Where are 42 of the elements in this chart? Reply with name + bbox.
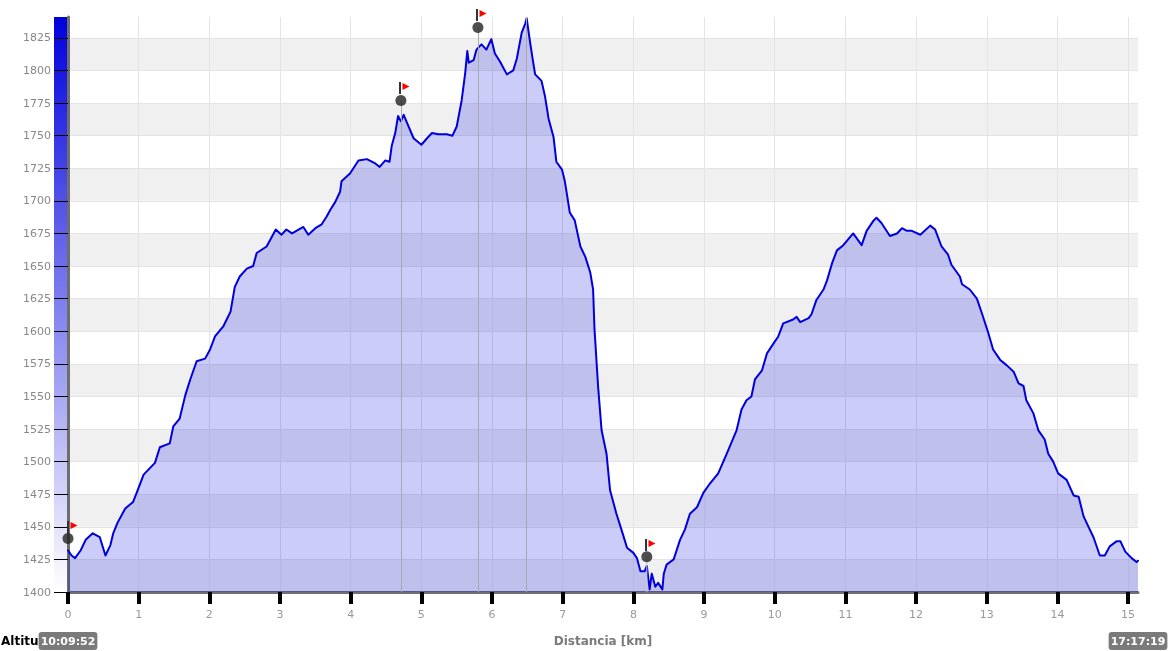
y-tick-label: 1775 xyxy=(23,96,51,110)
point xyxy=(641,551,653,563)
y-tick-label: 1575 xyxy=(23,357,51,371)
x-tick-label: 15 xyxy=(1121,608,1136,621)
y-tick-label: 1725 xyxy=(23,161,51,175)
y-tick-label: 1400 xyxy=(23,585,51,599)
x-tick-label: 9 xyxy=(700,608,708,621)
x-tick-label: 14 xyxy=(1050,608,1065,621)
y-tick-label: 1425 xyxy=(23,552,51,566)
point xyxy=(472,21,484,33)
x-tick-label: 7 xyxy=(559,608,567,621)
point xyxy=(395,94,407,106)
x-tick-label: 4 xyxy=(347,608,355,621)
y-tick-label: 1700 xyxy=(23,194,51,208)
y-tick-label: 1525 xyxy=(23,422,51,436)
y-tick-label: 1475 xyxy=(23,487,51,501)
y-tick-label: 1600 xyxy=(23,324,51,338)
point xyxy=(62,533,74,545)
x-tick-label: 12 xyxy=(909,608,924,621)
y-tick-label: 1825 xyxy=(23,31,51,45)
x-axis-title: Distancia [km] xyxy=(553,634,653,648)
x-tick-label: 6 xyxy=(488,608,496,621)
y-tick-label: 1450 xyxy=(23,520,51,534)
y-tick-label: 1675 xyxy=(23,226,51,240)
text: 17:17:19 xyxy=(1110,634,1166,648)
x-tick-label: 5 xyxy=(417,608,425,621)
y-tick-label: 1625 xyxy=(23,292,51,306)
x-tick-label: 10 xyxy=(767,608,782,621)
x-tick-label: 1 xyxy=(135,608,143,621)
y-tick-label: 1500 xyxy=(23,455,51,469)
text: 10:09:52 xyxy=(40,634,96,648)
x-tick-label: 0 xyxy=(64,608,72,621)
x-tick-label: 11 xyxy=(838,608,853,621)
y-tick-label: 1800 xyxy=(23,63,51,77)
x-tick-label: 8 xyxy=(629,608,637,621)
x-tick-label: 13 xyxy=(979,608,994,621)
x-tick-label: 3 xyxy=(276,608,284,621)
y-axis-title: Altitu xyxy=(1,634,39,648)
y-tick-label: 1550 xyxy=(23,389,51,403)
x-tick-label: 2 xyxy=(205,608,213,621)
y-tick-label: 1650 xyxy=(23,259,51,273)
y-tick-label: 1750 xyxy=(23,129,51,143)
